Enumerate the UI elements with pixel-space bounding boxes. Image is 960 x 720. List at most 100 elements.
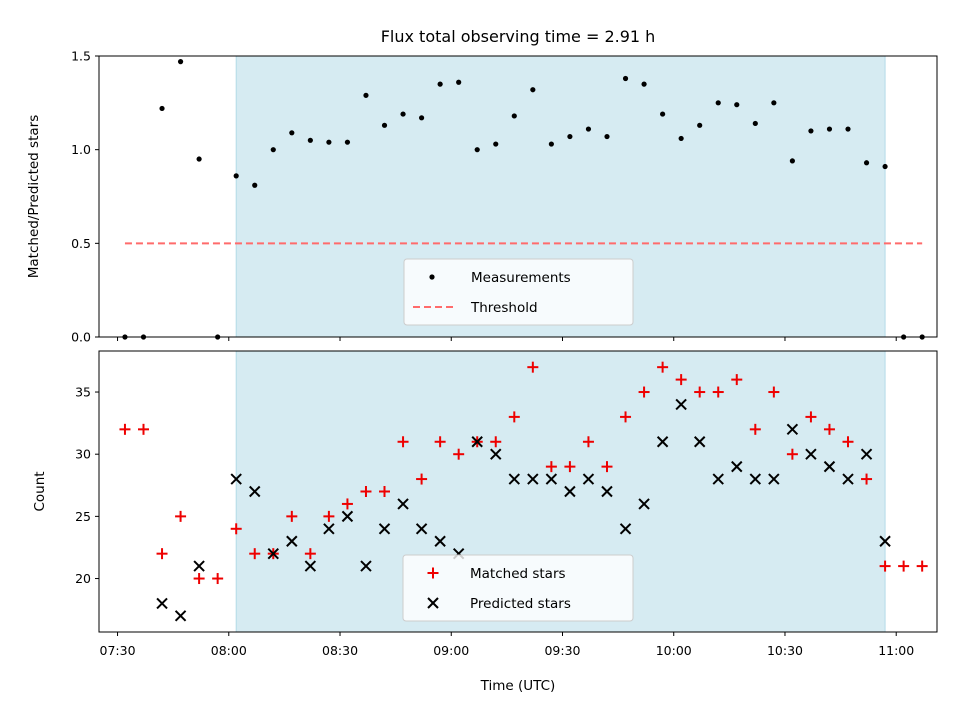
x-tick-label: 09:00 bbox=[433, 643, 469, 658]
measurement-point bbox=[567, 133, 573, 140]
x-axis-ticks bbox=[117, 337, 897, 341]
measurement-point bbox=[196, 156, 202, 162]
measurement-point bbox=[307, 137, 313, 143]
matched-star-point bbox=[434, 436, 446, 448]
matched-star-point bbox=[175, 510, 187, 522]
predicted-star-point bbox=[731, 460, 743, 473]
predicted-star-point bbox=[267, 547, 279, 560]
predicted-star-point bbox=[749, 473, 762, 485]
predicted-star-point bbox=[286, 535, 298, 547]
measurement-point bbox=[474, 147, 480, 153]
matched-star-point bbox=[731, 374, 743, 386]
measurement-point bbox=[177, 59, 184, 65]
legend-box bbox=[402, 554, 634, 622]
matched-star-point bbox=[879, 560, 891, 572]
predicted-star-point bbox=[768, 473, 780, 485]
measurement-point bbox=[697, 122, 703, 128]
matched-star-point bbox=[156, 548, 168, 560]
predicted-star-point bbox=[786, 423, 799, 436]
predicted-star-point bbox=[304, 560, 317, 572]
predicted-star-point bbox=[193, 560, 205, 572]
predicted-star-point bbox=[360, 560, 372, 572]
axes-frame bbox=[98, 55, 938, 338]
predicted-star-point bbox=[378, 523, 391, 535]
legend: Matched stars Predicted stars bbox=[402, 554, 634, 622]
matched-star-point bbox=[842, 436, 854, 448]
measurement-point bbox=[641, 81, 647, 87]
legend-label-matched: Matched stars bbox=[470, 566, 566, 582]
matched-star-point bbox=[490, 436, 502, 448]
matched-star-point bbox=[212, 573, 224, 585]
matched-star-point bbox=[861, 473, 873, 485]
predicted-star-point bbox=[545, 473, 558, 485]
x-tick-label: 11:00 bbox=[878, 643, 914, 658]
measurement-point bbox=[585, 126, 592, 132]
y-tick-label: 1.5 bbox=[71, 49, 91, 64]
y-axis-label: Matched/Predicted stars bbox=[26, 115, 42, 278]
matched-star-point bbox=[193, 573, 205, 585]
legend-label-measurements: Measurements bbox=[471, 270, 571, 286]
predicted-star-point bbox=[805, 448, 817, 460]
measurement-point bbox=[326, 139, 332, 145]
matched-star-point bbox=[508, 411, 520, 423]
matched-star-point bbox=[527, 361, 539, 373]
matched-star-point bbox=[230, 523, 242, 535]
legend-box bbox=[403, 258, 634, 326]
ratio-panel: 0.0 0.5 1.0 1.5 Matched/Predicted stars Mea… bbox=[26, 49, 938, 345]
predicted-star-point bbox=[712, 473, 724, 485]
matched-star-point bbox=[341, 498, 353, 510]
predicted-star-point bbox=[341, 510, 354, 523]
y-tick-label: 0.0 bbox=[71, 330, 91, 345]
measurement-point bbox=[400, 111, 406, 117]
matched-star-point bbox=[712, 386, 724, 398]
predicted-star-point bbox=[434, 535, 446, 547]
measurement-point bbox=[548, 141, 554, 147]
legend: Measurements Threshold bbox=[403, 258, 634, 326]
matched-star-point bbox=[620, 411, 632, 423]
matched-star-point bbox=[898, 560, 910, 572]
x-tick-label: 08:30 bbox=[322, 643, 358, 658]
predicted-star-point bbox=[564, 485, 576, 498]
measurement-point bbox=[826, 126, 833, 132]
measurement-point bbox=[604, 133, 610, 140]
measurement-point bbox=[808, 128, 814, 134]
predicted-star-point bbox=[397, 498, 409, 510]
measurement-point bbox=[882, 163, 888, 170]
axes-frame bbox=[98, 350, 938, 633]
measurement-point bbox=[363, 92, 369, 98]
predicted-star-point bbox=[156, 597, 168, 610]
predicted-star-point bbox=[619, 523, 632, 535]
count-panel: 20 25 30 35 07:30 08:00 08:30 09:00 09:30 10:00 1… bbox=[32, 350, 938, 694]
predicted-star-point bbox=[656, 436, 669, 448]
matched-star-point bbox=[601, 461, 613, 473]
measurement-point bbox=[252, 182, 258, 188]
measurement-point bbox=[734, 102, 740, 108]
x-axis-label: Time (UTC) bbox=[480, 678, 556, 694]
predicted-star-point bbox=[230, 473, 242, 485]
matched-star-point bbox=[657, 361, 669, 373]
y-tick-label: 30 bbox=[75, 447, 91, 462]
matched-star-point bbox=[119, 423, 131, 435]
measurement-point bbox=[511, 113, 517, 119]
matched-star-point bbox=[137, 423, 149, 435]
matched-star-point bbox=[694, 386, 706, 398]
matched-star-point bbox=[416, 473, 428, 485]
measurement-point bbox=[270, 147, 276, 153]
star-count-points bbox=[119, 361, 928, 622]
matched-star-point bbox=[564, 461, 576, 473]
matched-star-point bbox=[453, 448, 465, 460]
measurement-point bbox=[233, 173, 239, 179]
measurement-point bbox=[456, 79, 462, 85]
matched-star-point bbox=[786, 448, 798, 460]
matched-star-point bbox=[749, 423, 761, 435]
predicted-star-point bbox=[638, 498, 650, 510]
predicted-star-point bbox=[508, 473, 520, 485]
matched-star-point bbox=[545, 461, 557, 473]
matched-star-point bbox=[675, 374, 687, 386]
measurement-point bbox=[344, 139, 351, 145]
predicted-star-point bbox=[471, 436, 483, 448]
matched-star-point bbox=[768, 386, 780, 398]
predicted-star-point bbox=[490, 448, 502, 460]
y-tick-label: 25 bbox=[75, 509, 91, 524]
